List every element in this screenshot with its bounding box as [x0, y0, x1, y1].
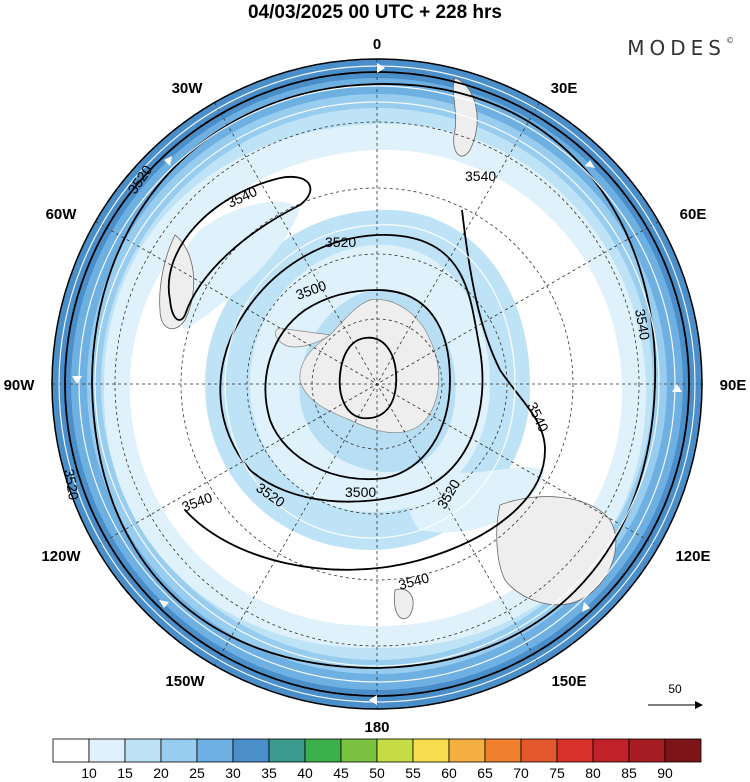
- contour-label: 3520: [325, 234, 356, 250]
- colorbar-tick-label: 65: [477, 765, 493, 781]
- colorbar-tick-label: 80: [585, 765, 601, 781]
- colorbar-swatch: [376, 738, 414, 763]
- colorbar-swatch: [592, 738, 630, 763]
- lon-label-90e: 90E: [720, 377, 747, 394]
- contour-label: 3500: [345, 484, 376, 500]
- lon-label-0: 0: [373, 36, 381, 53]
- longitude-grid: [52, 59, 702, 709]
- colorbar-tick-label: 70: [513, 765, 529, 781]
- colorbar-swatch: [52, 738, 90, 763]
- contour-3540-outer: [91, 83, 656, 669]
- colorbar-tick-label: 75: [549, 765, 565, 781]
- wind-vectors: [58, 65, 696, 703]
- new-zealand-land: [394, 588, 414, 620]
- reference-vector-label: 50: [668, 682, 682, 696]
- contour-label: 3540: [465, 168, 496, 184]
- colorbar-tick-label: 20: [153, 765, 169, 781]
- lon-label-150e: 150E: [551, 673, 586, 690]
- colorbar-swatch: [88, 738, 126, 763]
- wind-arrowheads: [72, 63, 682, 705]
- colorbar-tick-label: 50: [369, 765, 385, 781]
- lon-label-90w: 90W: [4, 377, 36, 394]
- colorbar-tick-label: 85: [621, 765, 637, 781]
- reference-arrowhead: [695, 701, 703, 709]
- colorbar-swatch: [124, 738, 162, 763]
- colorbar-tick-label: 60: [441, 765, 457, 781]
- lon-label-30e: 30E: [551, 80, 578, 97]
- colorbar-tick-label: 35: [261, 765, 277, 781]
- colorbar-swatch: [232, 738, 270, 763]
- colorbar-tick-label: 45: [333, 765, 349, 781]
- colorbar-swatch: [628, 738, 666, 763]
- copyright-mark: ©: [726, 36, 734, 45]
- south-america-land: [159, 234, 195, 330]
- map-title: 04/03/2025 00 UTC + 228 hrs: [247, 2, 503, 23]
- contour-3480-center: [338, 336, 398, 420]
- colorbar-tick-label: 30: [225, 765, 241, 781]
- colorbar-swatch: [520, 738, 558, 763]
- colorbar-swatch: [664, 738, 702, 763]
- lon-label-120w: 120W: [41, 548, 81, 565]
- contour-3520-inner: [219, 234, 484, 503]
- colorbar-swatch: [448, 738, 486, 763]
- colorbar-tick-label: 40: [297, 765, 313, 781]
- colorbar-swatch: [484, 738, 522, 763]
- lon-label-150w: 150W: [165, 673, 205, 690]
- lon-label-180: 180: [364, 719, 389, 736]
- lon-label-60e: 60E: [680, 206, 707, 223]
- colorbar-swatch: [412, 738, 450, 763]
- colorbar-tick-label: 15: [117, 765, 133, 781]
- colorbar-tick-label: 10: [81, 765, 97, 781]
- colorbar-tick-label: 55: [405, 765, 421, 781]
- contour-3540-west-ridge: [167, 175, 312, 321]
- map-border: [51, 58, 703, 710]
- contour-3540-east: [184, 209, 546, 571]
- wind-patch-south: [409, 467, 545, 533]
- colorbar-swatch: [340, 738, 378, 763]
- lon-label-120e: 120E: [675, 548, 710, 565]
- reference-vector: 50: [648, 682, 703, 709]
- antarctic-peninsula-land: [275, 327, 331, 348]
- contour-label: 3540: [397, 569, 431, 593]
- contour-label: 3520: [61, 468, 82, 502]
- colorbar-tick-label: 90: [657, 765, 673, 781]
- brand-text: MODES: [627, 36, 726, 60]
- lon-label-30w: 30W: [172, 80, 204, 97]
- map-disk: [52, 59, 702, 709]
- colorbar-swatch: [556, 738, 594, 763]
- contour-3500-inner: [264, 289, 451, 480]
- colorbar-swatch: [304, 738, 342, 763]
- lon-label-60w: 60W: [46, 206, 78, 223]
- longitude-label-group: 0 30E 60E 90E 120E 150E 180 150W 120W 90…: [4, 36, 747, 736]
- colorbar-tick-label: 25: [189, 765, 205, 781]
- colorbar-swatch: [196, 738, 234, 763]
- colorbar-swatch: [268, 738, 306, 763]
- colorbar: 10 15 20 25 30 35 40 45 50 55 60 65 70 75 80 85 90: [52, 738, 702, 781]
- brand-logo: MODES©: [627, 36, 734, 60]
- wind-patch-west: [176, 201, 300, 330]
- colorbar-swatch: [160, 738, 198, 763]
- contour-label: 3540: [632, 308, 653, 342]
